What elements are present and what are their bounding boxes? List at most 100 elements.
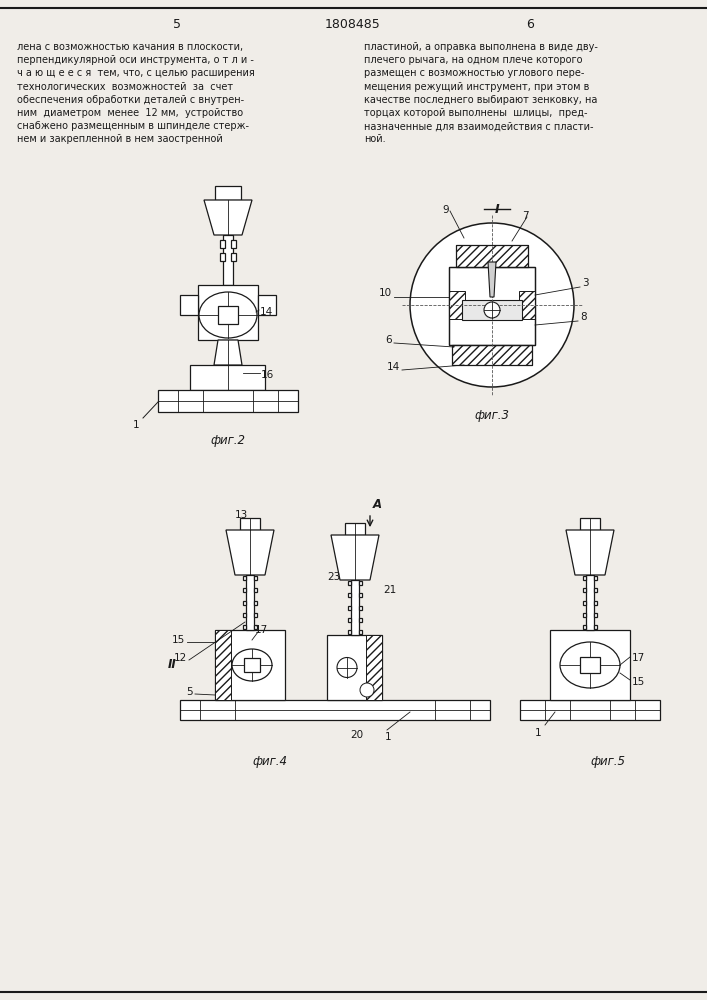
Bar: [180, 700, 490, 720]
Bar: [442, 245, 542, 365]
Bar: [580, 518, 600, 530]
Bar: [594, 613, 597, 617]
Text: 15: 15: [172, 635, 185, 645]
Text: 6: 6: [385, 335, 392, 345]
Bar: [583, 600, 586, 604]
Ellipse shape: [199, 292, 257, 338]
Text: 5: 5: [173, 18, 181, 31]
Bar: [452, 345, 532, 365]
Bar: [462, 300, 522, 320]
Bar: [345, 523, 365, 535]
Bar: [190, 365, 266, 390]
Bar: [327, 635, 382, 700]
Bar: [449, 267, 535, 345]
Bar: [258, 295, 276, 315]
Bar: [254, 600, 257, 604]
Bar: [223, 235, 233, 285]
Bar: [348, 605, 351, 609]
Text: фиг.4: фиг.4: [252, 755, 288, 768]
Bar: [359, 618, 362, 622]
Text: 13: 13: [235, 510, 248, 520]
Text: 1808485: 1808485: [325, 18, 381, 31]
Text: мещения режущий инструмент, при этом в: мещения режущий инструмент, при этом в: [364, 82, 590, 92]
Bar: [215, 630, 285, 700]
Bar: [594, 600, 597, 604]
Text: 1: 1: [535, 728, 542, 738]
Text: A: A: [373, 498, 382, 511]
Bar: [158, 390, 298, 412]
Bar: [215, 630, 231, 700]
Text: перпендикулярной оси инструмента, о т л и -: перпендикулярной оси инструмента, о т л …: [17, 55, 254, 65]
Text: размещен с возможностью углового пере-: размещен с возможностью углового пере-: [364, 68, 585, 78]
Text: фиг.3: фиг.3: [474, 409, 510, 422]
Bar: [583, 576, 586, 580]
Text: 15: 15: [632, 677, 645, 687]
Bar: [254, 588, 257, 592]
Bar: [449, 267, 535, 345]
Bar: [594, 576, 597, 580]
Text: 21: 21: [383, 585, 396, 595]
Bar: [254, 625, 257, 629]
Text: фиг.5: фиг.5: [590, 755, 626, 768]
Circle shape: [337, 658, 357, 678]
Text: 12: 12: [174, 653, 187, 663]
Bar: [243, 576, 246, 580]
Bar: [348, 593, 351, 597]
Bar: [246, 575, 254, 630]
Polygon shape: [488, 262, 496, 297]
Bar: [220, 253, 225, 261]
Bar: [231, 253, 236, 261]
Circle shape: [221, 308, 235, 322]
Bar: [583, 613, 586, 617]
Bar: [359, 581, 362, 585]
Polygon shape: [204, 200, 252, 235]
Bar: [220, 240, 225, 248]
Bar: [359, 593, 362, 597]
Bar: [519, 291, 535, 319]
Bar: [348, 618, 351, 622]
Bar: [254, 613, 257, 617]
Bar: [351, 580, 359, 635]
Bar: [218, 306, 238, 324]
Bar: [449, 291, 465, 319]
Text: пластиной, а оправка выполнена в виде дву-: пластиной, а оправка выполнена в виде дв…: [364, 42, 598, 52]
Text: 20: 20: [350, 730, 363, 740]
Bar: [452, 345, 532, 365]
Bar: [366, 635, 382, 700]
Bar: [359, 605, 362, 609]
Text: фиг.2: фиг.2: [211, 434, 245, 447]
Text: технологических  возможностей  за  счет: технологических возможностей за счет: [17, 82, 233, 92]
Bar: [348, 581, 351, 585]
Circle shape: [246, 659, 258, 671]
Bar: [243, 588, 246, 592]
Ellipse shape: [560, 642, 620, 688]
Bar: [594, 625, 597, 629]
Bar: [520, 700, 660, 720]
Text: 17: 17: [632, 653, 645, 663]
Circle shape: [360, 683, 374, 697]
Ellipse shape: [232, 649, 272, 681]
Bar: [243, 600, 246, 604]
Bar: [359, 630, 362, 634]
Text: 7: 7: [522, 211, 529, 221]
Text: ним  диаметром  менее  12 мм,  устройство: ним диаметром менее 12 мм, устройство: [17, 108, 243, 118]
Bar: [231, 240, 236, 248]
Polygon shape: [226, 530, 274, 575]
Text: качестве последнего выбирают зенковку, на: качестве последнего выбирают зенковку, н…: [364, 95, 597, 105]
Text: назначенные для взаимодействия с пласти-: назначенные для взаимодействия с пласти-: [364, 121, 593, 131]
Polygon shape: [566, 530, 614, 575]
Bar: [198, 285, 258, 340]
Text: ной.: ной.: [364, 134, 385, 144]
Polygon shape: [331, 535, 379, 580]
Bar: [456, 245, 528, 267]
Bar: [244, 658, 260, 672]
Circle shape: [484, 302, 500, 318]
Text: 5: 5: [187, 687, 193, 697]
Text: 1: 1: [385, 732, 392, 742]
Bar: [456, 245, 528, 267]
Text: снабжено размещенным в шпинделе стерж-: снабжено размещенным в шпинделе стерж-: [17, 121, 249, 131]
Bar: [550, 630, 630, 700]
Text: торцах которой выполнены  шлицы,  пред-: торцах которой выполнены шлицы, пред-: [364, 108, 588, 118]
Text: 23: 23: [327, 572, 340, 582]
Circle shape: [583, 658, 597, 672]
